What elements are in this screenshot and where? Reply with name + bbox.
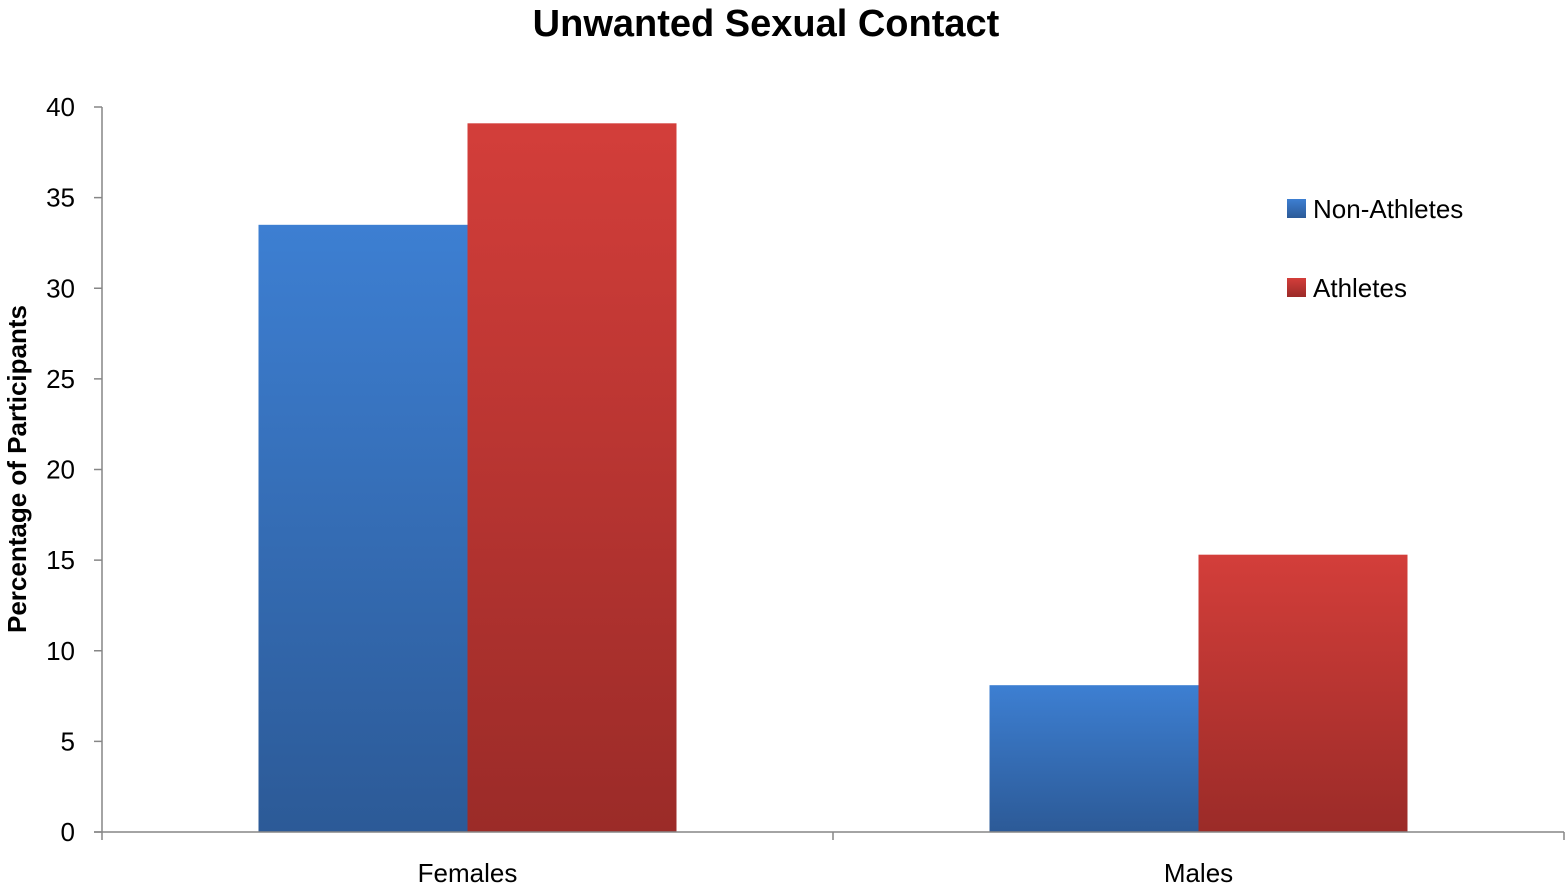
legend-label: Athletes — [1313, 273, 1407, 303]
chart-title: Unwanted Sexual Contact — [533, 3, 1000, 45]
bars-group — [258, 123, 1408, 832]
legend: Non-Athletes Athletes — [1287, 194, 1463, 303]
y-tick-label: 30 — [46, 273, 75, 303]
y-tick-label: 5 — [61, 726, 75, 756]
legend-swatch — [1287, 199, 1306, 218]
y-tick-label: 35 — [46, 183, 75, 213]
bar-athletes-females — [467, 123, 677, 832]
bar-non-athletes-males — [989, 685, 1199, 832]
y-tick-label: 40 — [46, 92, 75, 122]
y-tick-label: 15 — [46, 545, 75, 575]
x-axis-ticks: Females Males — [101, 832, 1565, 888]
y-axis-ticks: 0 5 10 15 20 25 30 35 40 — [46, 92, 102, 847]
x-tick-label: Males — [1164, 858, 1233, 888]
y-tick-label: 20 — [46, 455, 75, 485]
x-tick-label: Females — [418, 858, 518, 888]
y-axis-label: Percentage of Participants — [2, 305, 32, 633]
y-tick-label: 0 — [61, 817, 75, 847]
bar-non-athletes-females — [258, 224, 468, 832]
y-tick-label: 25 — [46, 364, 75, 394]
bar-athletes-males — [1198, 554, 1408, 832]
legend-swatch — [1287, 278, 1306, 297]
y-tick-label: 10 — [46, 636, 75, 666]
legend-label: Non-Athletes — [1313, 194, 1463, 224]
